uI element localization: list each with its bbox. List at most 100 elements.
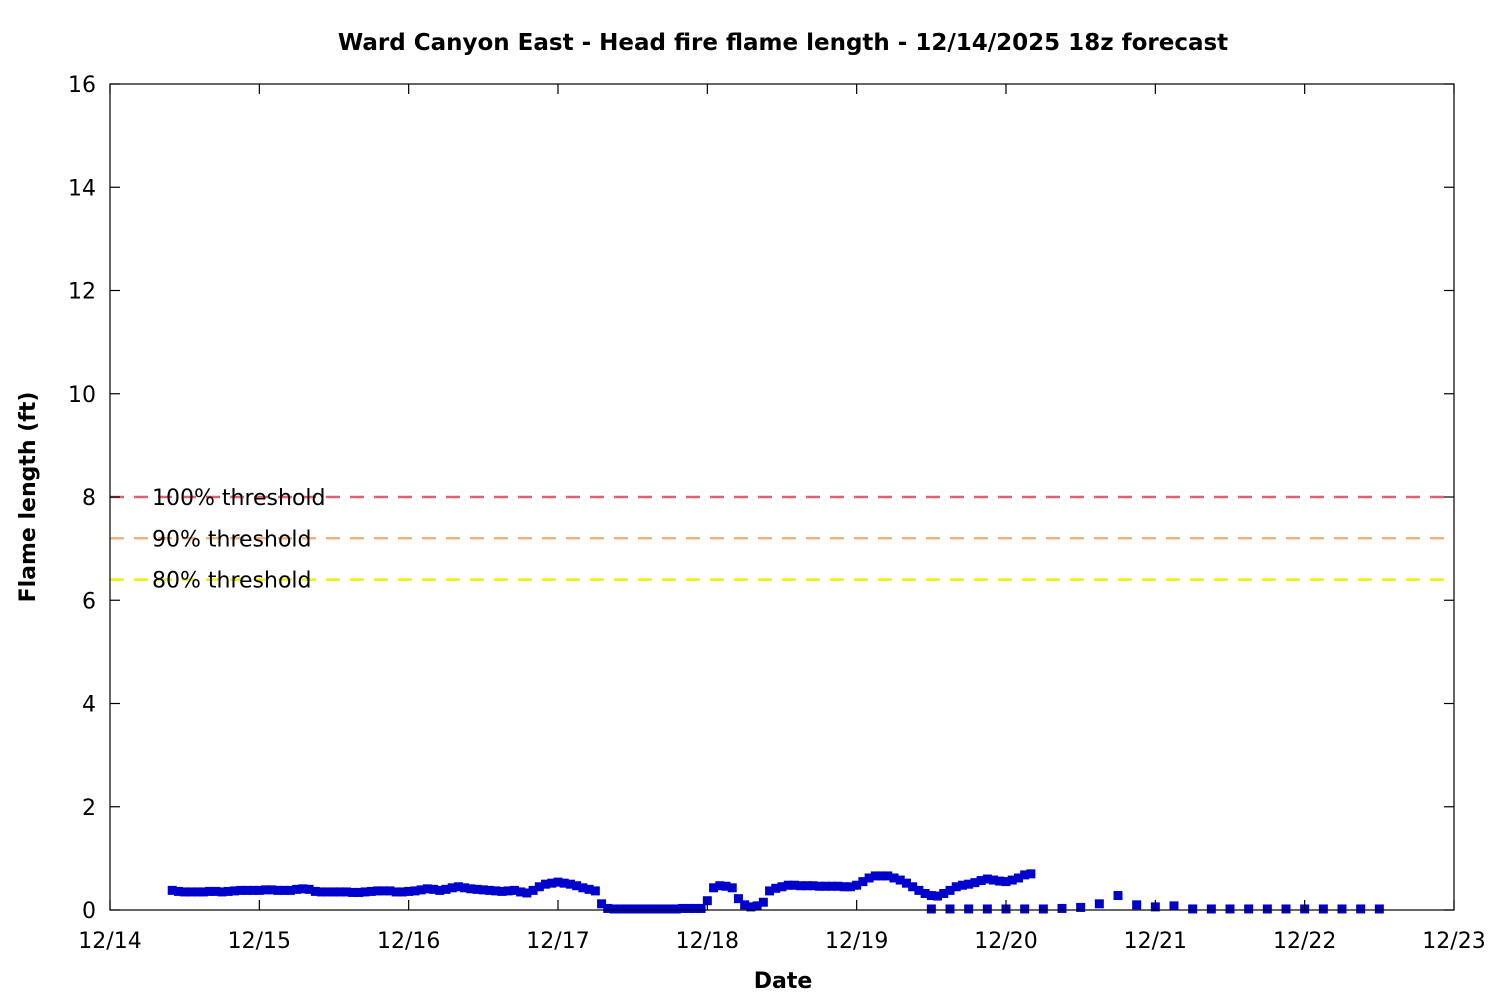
data-point bbox=[578, 883, 588, 893]
data-point bbox=[628, 904, 638, 914]
data-point bbox=[528, 885, 538, 895]
data-point bbox=[360, 887, 370, 897]
data-point bbox=[497, 886, 507, 896]
data-point bbox=[516, 887, 526, 897]
data-point bbox=[292, 884, 302, 894]
data-point bbox=[447, 883, 457, 893]
y-tick-label: 0 bbox=[82, 899, 96, 924]
data-point bbox=[273, 885, 283, 895]
data-point bbox=[690, 903, 700, 913]
data-point bbox=[385, 886, 395, 896]
data-point bbox=[348, 887, 358, 897]
data-point bbox=[827, 881, 837, 891]
data-point bbox=[1001, 877, 1011, 887]
y-tick-label: 14 bbox=[68, 176, 96, 201]
y-tick-label: 10 bbox=[68, 383, 96, 408]
data-point bbox=[908, 882, 918, 892]
data-point bbox=[211, 886, 221, 896]
threshold-label: 90% threshold bbox=[152, 527, 312, 552]
data-point bbox=[653, 904, 663, 914]
data-point bbox=[1132, 900, 1142, 910]
data-point bbox=[391, 887, 401, 897]
data-point bbox=[709, 883, 719, 893]
data-point bbox=[771, 883, 781, 893]
data-point bbox=[671, 904, 681, 914]
data-point bbox=[485, 885, 495, 895]
threshold-label: 80% threshold bbox=[152, 569, 312, 594]
chart-title: Ward Canyon East - Head fire flame lengt… bbox=[338, 30, 1228, 56]
x-tick-label: 12/15 bbox=[228, 929, 291, 954]
data-point bbox=[609, 904, 619, 914]
data-point bbox=[970, 878, 980, 888]
data-point bbox=[684, 903, 694, 913]
data-point bbox=[329, 887, 339, 897]
data-point bbox=[304, 884, 314, 894]
data-point bbox=[895, 875, 905, 885]
data-point bbox=[173, 886, 183, 896]
x-tick-label: 12/22 bbox=[1273, 929, 1336, 954]
data-point bbox=[696, 903, 706, 913]
y-axis-label: Flame length (ft) bbox=[16, 392, 41, 603]
data-point bbox=[945, 885, 955, 895]
data-point bbox=[877, 871, 887, 881]
data-point bbox=[1113, 891, 1123, 901]
y-tick-label: 8 bbox=[82, 486, 96, 511]
data-point bbox=[901, 878, 911, 888]
x-tick-label: 12/14 bbox=[78, 929, 141, 954]
data-point bbox=[957, 880, 967, 890]
data-point bbox=[933, 891, 943, 901]
data-point bbox=[466, 884, 476, 894]
data-point bbox=[1225, 904, 1235, 914]
data-point bbox=[541, 879, 551, 889]
data-point bbox=[310, 886, 320, 896]
data-point bbox=[404, 886, 414, 896]
data-point bbox=[373, 886, 383, 896]
data-point bbox=[323, 887, 333, 897]
data-point bbox=[223, 886, 233, 896]
data-point bbox=[429, 884, 439, 894]
data-point bbox=[236, 885, 246, 895]
data-point bbox=[964, 879, 974, 889]
x-tick-label: 12/21 bbox=[1124, 929, 1187, 954]
data-point bbox=[646, 904, 656, 914]
data-point bbox=[839, 882, 849, 892]
data-point bbox=[615, 904, 625, 914]
data-point bbox=[951, 882, 961, 892]
data-point bbox=[1356, 904, 1366, 914]
data-point bbox=[341, 887, 351, 897]
data-point bbox=[229, 886, 239, 896]
y-tick-label: 12 bbox=[68, 280, 96, 305]
plot-frame bbox=[109, 83, 1455, 911]
data-point bbox=[634, 904, 644, 914]
data-point bbox=[746, 902, 756, 912]
data-point bbox=[982, 874, 992, 884]
data-point bbox=[205, 886, 215, 896]
data-point bbox=[603, 903, 613, 913]
data-point bbox=[796, 881, 806, 891]
x-tick-label: 12/17 bbox=[526, 929, 589, 954]
data-point bbox=[441, 884, 451, 894]
data-point bbox=[677, 903, 687, 913]
data-point bbox=[1076, 902, 1086, 912]
data-point bbox=[721, 881, 731, 891]
data-point bbox=[1188, 904, 1198, 914]
data-point bbox=[870, 871, 880, 881]
data-point bbox=[1374, 904, 1384, 914]
data-point bbox=[733, 894, 743, 904]
data-point bbox=[852, 880, 862, 890]
data-point bbox=[758, 897, 768, 907]
data-point bbox=[964, 904, 974, 914]
x-tick-label: 12/16 bbox=[377, 929, 440, 954]
data-point bbox=[1007, 875, 1017, 885]
data-point bbox=[1169, 901, 1179, 911]
x-tick-label: 12/20 bbox=[974, 929, 1037, 954]
y-tick-label: 2 bbox=[82, 796, 96, 821]
data-point bbox=[565, 879, 575, 889]
data-point bbox=[945, 904, 955, 914]
data-point bbox=[982, 904, 992, 914]
data-point bbox=[659, 904, 669, 914]
data-point bbox=[397, 887, 407, 897]
data-point bbox=[354, 887, 364, 897]
data-point bbox=[727, 883, 737, 893]
data-point bbox=[858, 877, 868, 887]
